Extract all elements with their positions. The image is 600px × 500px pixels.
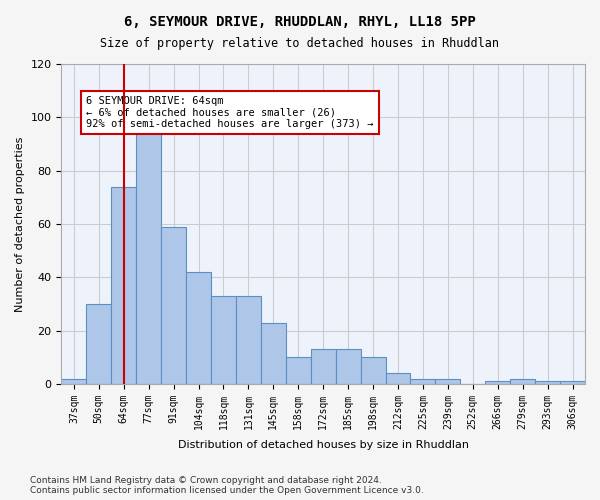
Bar [61,378,86,384]
Text: 6 SEYMOUR DRIVE: 64sqm
← 6% of detached houses are smaller (26)
92% of semi-deta: 6 SEYMOUR DRIVE: 64sqm ← 6% of detached … [86,96,374,129]
Text: 6, SEYMOUR DRIVE, RHUDDLAN, RHYL, LL18 5PP: 6, SEYMOUR DRIVE, RHUDDLAN, RHYL, LL18 5… [124,15,476,29]
Text: Size of property relative to detached houses in Rhuddlan: Size of property relative to detached ho… [101,38,499,51]
Bar [261,322,286,384]
Bar [86,304,111,384]
Bar [535,382,560,384]
X-axis label: Distribution of detached houses by size in Rhuddlan: Distribution of detached houses by size … [178,440,469,450]
Bar [436,378,460,384]
Y-axis label: Number of detached properties: Number of detached properties [15,136,25,312]
Bar [386,374,410,384]
Bar [161,226,186,384]
Bar [410,378,436,384]
Bar [560,382,585,384]
Bar [236,296,261,384]
Bar [485,382,510,384]
Bar [186,272,211,384]
Bar [211,296,236,384]
Bar [335,350,361,384]
Bar [286,358,311,384]
Bar [311,350,335,384]
Bar [136,130,161,384]
Bar [111,186,136,384]
Bar [361,358,386,384]
Text: Contains HM Land Registry data © Crown copyright and database right 2024.
Contai: Contains HM Land Registry data © Crown c… [30,476,424,495]
Bar [510,378,535,384]
